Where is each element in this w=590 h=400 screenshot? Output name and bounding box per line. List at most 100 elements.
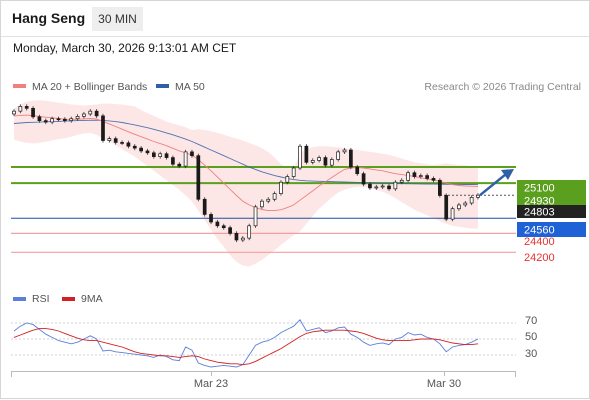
level-24200-tag: 24200 <box>524 252 555 264</box>
candle-body-up <box>476 194 480 198</box>
candle <box>253 204 258 228</box>
rsi-panel <box>11 319 516 368</box>
candle-body-down <box>349 149 353 168</box>
level-25100-tag: 25100 <box>524 183 555 195</box>
candle-body-down <box>120 142 124 144</box>
candle <box>183 149 188 169</box>
candle <box>444 193 449 222</box>
candle-body-down <box>221 225 226 229</box>
candle-body-up <box>463 202 468 206</box>
candle <box>412 170 417 179</box>
candle <box>260 199 264 209</box>
candle-body-down <box>425 175 430 179</box>
chart-timestamp: Monday, March 30, 2026 9:13:01 AM CET <box>13 41 237 55</box>
candle-body-down <box>361 173 366 185</box>
level-25100-tag-bg <box>517 180 586 208</box>
forecast-arrow-head <box>501 169 514 181</box>
candle-body-down <box>164 153 169 158</box>
candle-body-down <box>209 214 213 223</box>
candle <box>202 197 207 217</box>
candle-body-up <box>247 225 252 239</box>
x-tick-label-mar23: Mar 23 <box>194 378 228 390</box>
candle <box>164 151 169 160</box>
candle <box>393 180 398 191</box>
candle-body-down <box>171 157 175 165</box>
candle-body-up <box>183 151 188 167</box>
candle-body-down <box>202 198 207 215</box>
candle <box>196 153 201 202</box>
price-level-labels: 25100 24930 24803 24560 24400 24200 <box>517 180 586 264</box>
candle-body-down <box>387 185 391 190</box>
candle <box>310 158 315 165</box>
candle <box>171 155 175 167</box>
candle <box>298 144 302 171</box>
candle-body-up <box>374 186 379 189</box>
candle-body-down <box>196 155 201 200</box>
rsi-ma-line <box>13 328 479 366</box>
candle-body-up <box>342 149 347 153</box>
candle-body-up <box>380 185 385 188</box>
candle-body-up <box>279 181 283 194</box>
candle <box>126 140 131 149</box>
candle <box>317 155 321 163</box>
candle <box>368 182 372 190</box>
candle <box>279 180 283 196</box>
candle-body-up <box>272 193 277 200</box>
candle-body-down <box>113 138 118 143</box>
candle <box>132 144 137 151</box>
candle <box>463 200 468 208</box>
candle-body-up <box>317 157 321 161</box>
candle <box>425 173 430 181</box>
candle <box>56 116 61 122</box>
candle-body-up <box>50 118 54 123</box>
candle-body-down <box>126 142 131 147</box>
level-24803-tag-bg <box>517 205 586 218</box>
ma50-legend-label: MA 50 <box>175 81 205 93</box>
rsi-legend-swatch <box>13 297 26 301</box>
candle <box>43 118 48 125</box>
price-panel <box>11 100 516 267</box>
candle <box>469 195 474 206</box>
candle <box>349 147 353 170</box>
candle <box>438 178 442 198</box>
forecast-arrow-shaft <box>479 173 507 197</box>
candle <box>234 231 239 243</box>
candle-body-down <box>94 110 99 117</box>
candle <box>266 197 271 204</box>
rsi-tick-70: 70 <box>525 315 537 327</box>
candle-body-down <box>438 179 442 196</box>
rsi-legend-label: RSI <box>32 293 50 305</box>
candle <box>209 212 213 225</box>
rsi-line <box>13 319 479 368</box>
candle <box>336 149 341 162</box>
candle-body-up <box>82 113 86 117</box>
timeframe-badge[interactable]: 30 MIN <box>98 12 137 26</box>
candle <box>215 219 220 228</box>
candle-body-up <box>418 175 423 177</box>
candle-body-down <box>62 118 67 121</box>
candle-body-down <box>355 166 360 175</box>
candle <box>69 116 74 123</box>
candle-body-up <box>406 172 410 181</box>
candle-body-down <box>101 115 105 141</box>
candle-body-down <box>368 183 372 189</box>
candle-body-up <box>329 159 334 166</box>
candle <box>399 178 404 185</box>
candle-body-up <box>457 204 461 210</box>
candle <box>50 116 54 125</box>
candle-body-down <box>234 233 239 241</box>
candle-body-up <box>18 106 23 112</box>
level-24560-tag: 24560 <box>524 225 555 237</box>
candle-body-up <box>399 179 404 183</box>
candle-body-down <box>43 120 48 123</box>
candle <box>240 236 245 243</box>
ma20-line <box>13 114 479 212</box>
candle <box>450 206 455 222</box>
instrument-title: Hang Seng <box>12 10 85 26</box>
timeframe-badge-bg <box>92 7 143 31</box>
candle-body-up <box>240 237 245 241</box>
rsi-ma-legend-swatch <box>62 297 75 301</box>
candle <box>387 183 391 191</box>
candle <box>145 148 150 155</box>
